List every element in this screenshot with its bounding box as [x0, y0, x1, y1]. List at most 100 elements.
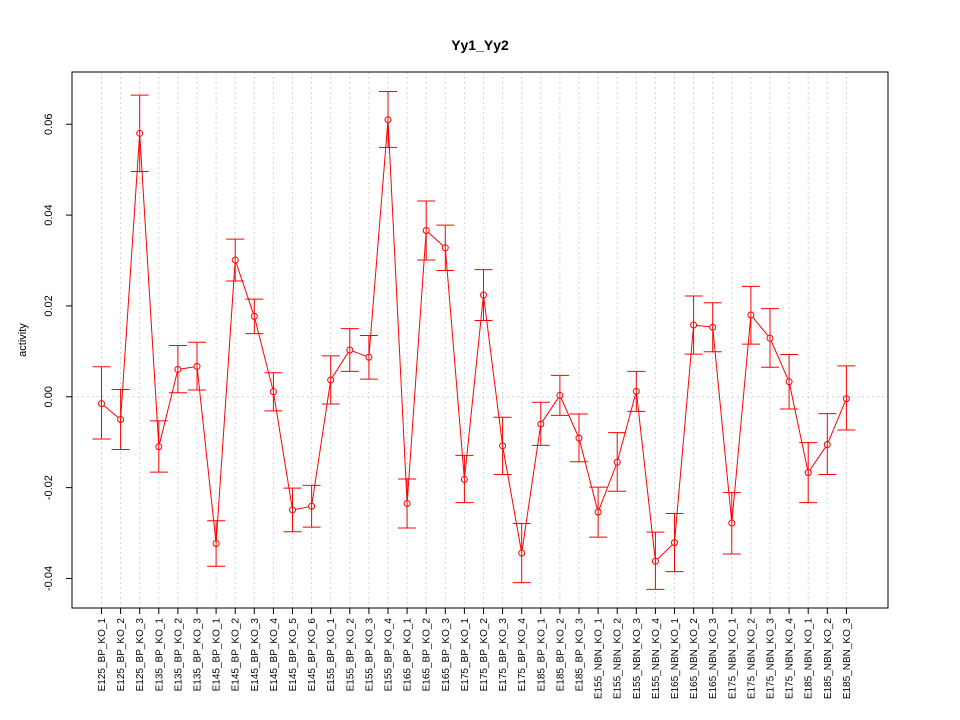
data-point — [499, 442, 507, 450]
y-tick-label: 0.04 — [43, 204, 55, 225]
series-line-segment — [273, 394, 293, 508]
x-tick-label: E125_BP_KO_2 — [116, 618, 127, 692]
axes: -0.04 -0.02 0.00 0.02 0.04 0.06 E125_BP_KO_1 E1… — [43, 114, 853, 700]
x-tick-label: E175_BP_KO_3 — [498, 618, 509, 692]
x-tick-label: E185_BP_KO_2 — [555, 618, 566, 692]
data-point — [441, 244, 449, 252]
series-line-segment — [827, 401, 846, 442]
series-line-segment — [406, 233, 427, 501]
x-tick-label: E185_BP_KO_1 — [536, 618, 547, 692]
series-line-segment — [215, 263, 236, 541]
data-point — [785, 378, 793, 386]
data-point — [766, 334, 774, 342]
data-point — [269, 388, 277, 396]
series-line-segment — [542, 397, 559, 422]
series-line-segment — [196, 369, 217, 541]
x-tick-label: E175_BP_KO_2 — [479, 618, 490, 692]
y-tick-label: 0.06 — [43, 114, 55, 135]
x-tick-label: E165_NBN_KO_2 — [689, 618, 700, 700]
data-point — [327, 376, 335, 384]
data-point — [842, 395, 850, 403]
x-tick-label: E175_NBN_KO_4 — [785, 618, 796, 700]
data-point — [289, 506, 296, 514]
x-tick-label: E155_BP_KO_4 — [384, 618, 395, 692]
x-tick-label: E165_BP_KO_3 — [441, 618, 452, 692]
series-line-segment — [809, 446, 827, 471]
series-line-segment — [311, 382, 331, 504]
data-point — [632, 387, 640, 395]
series-line-segment — [636, 394, 656, 559]
x-tick-label: E145_BP_KO_2 — [231, 618, 242, 692]
data-point — [537, 420, 545, 428]
x-tick-label: E175_BP_KO_1 — [460, 618, 471, 692]
x-tick-label: E145_BP_KO_6 — [307, 618, 318, 692]
series-line-segment — [159, 372, 178, 444]
data-point — [518, 549, 526, 557]
data-point — [117, 415, 125, 423]
data-point — [460, 475, 468, 483]
data-point — [728, 519, 736, 527]
x-tick-label: E165_NBN_KO_1 — [670, 618, 681, 700]
series-line-segment — [617, 394, 637, 460]
data-point — [671, 539, 678, 547]
data-point — [575, 434, 583, 442]
y-tick-label: -0.02 — [43, 475, 55, 500]
y-tick-label: -0.04 — [43, 566, 55, 591]
x-tick-label: E145_BP_KO_3 — [250, 618, 261, 692]
y-tick-label: 0.02 — [43, 295, 55, 316]
x-tick-label: E165_NBN_KO_3 — [708, 618, 719, 700]
series-line-segment — [235, 262, 254, 314]
series-line-segment — [483, 297, 503, 443]
series-line-segment — [560, 397, 579, 436]
series-line-segment — [712, 330, 733, 521]
series-line-segment — [464, 297, 484, 477]
data-point — [193, 362, 201, 370]
x-tick-label: E185_NBN_KO_3 — [842, 618, 853, 700]
data-point — [556, 391, 564, 399]
x-tick-label: E155_BP_KO_2 — [345, 618, 356, 692]
data-point — [308, 502, 316, 510]
x-tick-label: E155_BP_KO_1 — [326, 618, 337, 692]
x-tick-label: E145_BP_KO_5 — [288, 618, 299, 692]
series-line-segment — [731, 317, 752, 521]
y-tick-label: 0.00 — [43, 386, 55, 407]
data-point — [651, 557, 659, 565]
x-tick-label: E155_NBN_KO_1 — [594, 618, 605, 700]
data-point — [747, 311, 755, 319]
x-tick-label: E175_NBN_KO_3 — [766, 618, 777, 700]
series-line-segment — [103, 405, 119, 418]
series-line-segment — [657, 544, 673, 560]
x-tick-label: E155_NBN_KO_3 — [632, 618, 643, 700]
x-tick-label: E175_BP_KO_4 — [517, 618, 528, 692]
x-tick-label: E165_BP_KO_1 — [403, 618, 414, 692]
x-tick-label: E155_BP_KO_3 — [364, 618, 375, 692]
series-line-segment — [752, 317, 769, 337]
data-point — [250, 312, 258, 320]
series-line-segment — [502, 448, 522, 551]
data-point — [155, 443, 163, 451]
x-tick-label: E135_BP_KO_3 — [193, 618, 204, 692]
data-point — [174, 366, 182, 374]
x-tick-label: E125_BP_KO_3 — [135, 618, 146, 692]
x-tick-label: E185_BP_KO_3 — [575, 618, 586, 692]
data-point — [823, 440, 831, 448]
data-point — [346, 346, 354, 354]
data-point — [613, 458, 621, 466]
x-tick-label: E145_BP_KO_1 — [212, 618, 223, 692]
grid — [72, 72, 888, 608]
data-point — [403, 500, 411, 508]
series-line-segment — [445, 250, 465, 477]
series-line-segment — [579, 440, 598, 510]
series-line-segment — [521, 426, 541, 551]
x-tick-label: E135_BP_KO_1 — [154, 618, 165, 692]
series-line-segment — [352, 350, 367, 357]
data-point — [594, 508, 602, 516]
x-tick-label: E165_BP_KO_2 — [422, 618, 433, 692]
data-point — [365, 353, 373, 361]
data-point — [480, 291, 487, 299]
data-point — [384, 116, 392, 124]
series-line-segment — [368, 122, 389, 355]
data-point — [98, 400, 105, 408]
data-point — [709, 323, 717, 331]
